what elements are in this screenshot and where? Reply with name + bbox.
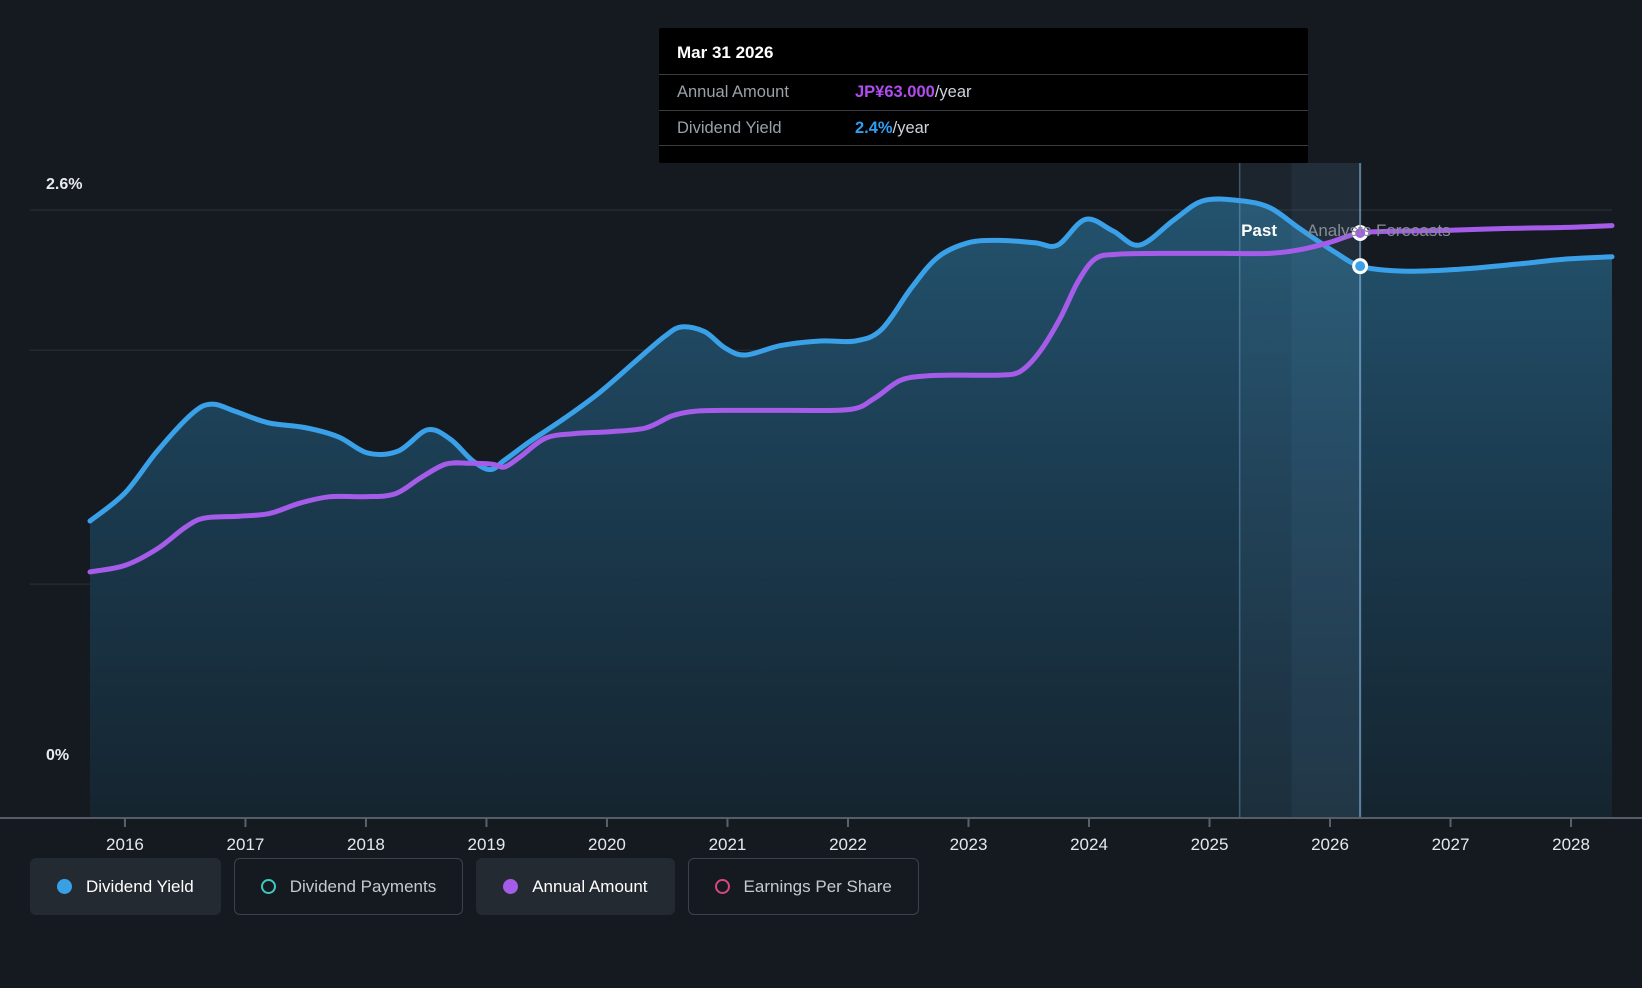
dividend-yield-marker [1352,258,1369,275]
dividend-payments-ring-icon [260,879,276,894]
legend-label: Dividend Payments [289,876,437,896]
x-tick-label: 2021 [709,835,747,854]
tooltip-annual-amount-row: Annual Amount JP¥63.000/year [659,74,1308,110]
past-label: Past [1241,221,1277,240]
legend-label: Annual Amount [532,876,648,896]
legend-label: Dividend Yield [86,876,194,896]
legend-dividend-payments-button[interactable]: Dividend Payments [233,858,464,915]
legend-earnings-per-share-button[interactable]: Earnings Per Share [687,858,919,915]
annual-amount-marker [1352,225,1369,241]
y-axis-zero-label: 0% [46,747,70,764]
annual-amount-label: Annual Amount [677,83,789,101]
x-tick-label: 2022 [829,835,867,854]
x-tick-label: 2017 [227,835,265,854]
y-axis-max-label: 2.6% [46,176,83,193]
yield-area-fill [90,198,1612,818]
analysts-forecasts-label: Analysts Forecasts [1307,221,1451,240]
x-tick-label: 2023 [950,835,988,854]
dividend-yield-label: Dividend Yield [677,118,782,137]
x-tick-label: 2020 [588,835,626,854]
chart-tooltip: Mar 31 2026 Annual Amount JP¥63.000/year… [659,28,1308,163]
dividend-yield-line [87,196,1615,524]
dividend-yield-suffix: /year [892,118,930,137]
x-tick-label: 2025 [1191,835,1229,854]
x-tick-label: 2016 [106,835,144,854]
x-tick-label: 2028 [1552,835,1590,854]
x-tick-label: 2027 [1432,835,1470,854]
x-tick-label: 2019 [468,835,506,854]
x-tick-label: 2018 [347,835,385,854]
legend-label: Earnings Per Share [743,876,892,896]
dividend-yield-dot-icon [57,879,72,894]
annual-amount-value: JP¥63.000 [855,83,935,101]
x-tick-label: 2024 [1070,835,1108,854]
tooltip-date: Mar 31 2026 [677,43,774,62]
legend-dividend-yield-button[interactable]: Dividend Yield [30,858,221,915]
hover-band [1239,163,1361,818]
annual-amount-dot-icon [503,879,519,894]
x-tick-label: 2026 [1311,835,1349,854]
chart-legend: Dividend Yield Dividend Payments Annual … [30,858,919,915]
earnings-per-share-ring-icon [714,879,730,894]
annual-amount-suffix: /year [934,83,972,101]
annual-amount-line [87,223,1615,575]
dividend-yield-value: 2.4% [855,118,893,137]
legend-annual-amount-button[interactable]: Annual Amount [476,858,675,915]
tooltip-dividend-yield-row: Dividend Yield 2.4%/year [659,110,1308,146]
forecast-band [1291,163,1361,818]
